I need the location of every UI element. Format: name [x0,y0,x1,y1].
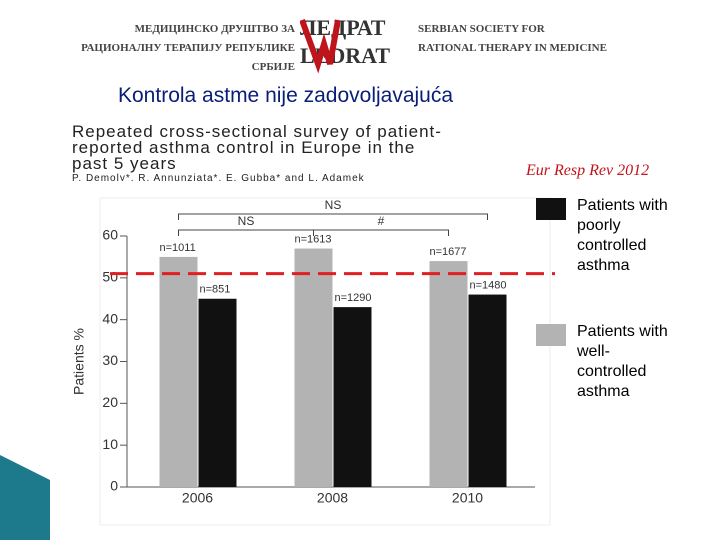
x-tick-label: 2010 [452,490,483,506]
y-tick-label: 0 [110,478,118,494]
bar [333,307,372,487]
significance-label: NS [238,214,255,228]
y-tick-label: 30 [102,352,118,368]
x-tick-label: 2006 [182,490,213,506]
n-label: n=851 [200,284,231,296]
header-line: МЕДИЦИНСКО ДРУШТВО ЗА [134,23,295,35]
x-tick-label: 2008 [317,490,348,506]
bar [198,298,237,487]
slide-title: Kontrola astme nije zadovoljavajuća [118,84,454,107]
y-tick-label: 20 [102,394,118,410]
significance-bracket [178,213,488,220]
bar [429,261,468,487]
y-tick-label: 10 [102,436,118,452]
header-line: SERBIAN SOCIETY FOR [418,23,545,35]
n-label: n=1613 [295,233,332,245]
header-line: РАЦИОНАЛНУ ТЕРАПИЈУ РЕПУБЛИКЕ СРБИЈЕ [81,42,295,73]
corner-shape [0,455,50,540]
logo-line: ЛЕДРАТ [300,15,386,40]
n-label: n=1480 [470,279,507,291]
paper-authors: P. Demoly*, R. Annunziata*, E. Gubba* an… [72,173,365,181]
paper-title-line: past 5 years [72,154,177,173]
n-label: n=1677 [430,246,467,258]
bar [468,294,507,487]
legend-label: Patients with poorly controlled asthma [577,197,668,274]
legend-swatch [536,198,566,220]
n-label: n=1011 [160,242,196,254]
y-tick-label: 40 [102,310,118,326]
bar [294,248,333,487]
paper-title-line: Repeated cross-sectional survey of patie… [72,122,442,141]
society-cyrillic: МЕДИЦИНСКО ДРУШТВО ЗА РАЦИОНАЛНУ ТЕРАПИЈ… [70,20,295,77]
citation: Eur Resp Rev 2012 [526,162,650,179]
bar [159,256,198,487]
n-label: n=1290 [335,292,372,304]
y-axis-label: Patients % [71,328,87,395]
significance-label: NS [325,198,342,212]
decoration [0,455,50,540]
legend-label: Patients with well-controlled asthma [577,323,668,400]
y-tick-label: 50 [102,269,118,285]
significance-bracket [313,229,449,236]
y-tick-label: 60 [102,227,118,243]
paper-title-line: reported asthma control in Europe in the [72,138,416,157]
significance-label: # [378,214,385,228]
legend-swatch [536,324,566,346]
header-line: RATIONAL THERAPY IN MEDICINE [418,42,607,54]
logo-mark [300,18,340,74]
logo-w [300,18,340,74]
paper-title: Repeated cross-sectional survey of patie… [72,122,632,181]
society-english: SERBIAN SOCIETY FOR RATIONAL THERAPY IN … [418,20,618,58]
